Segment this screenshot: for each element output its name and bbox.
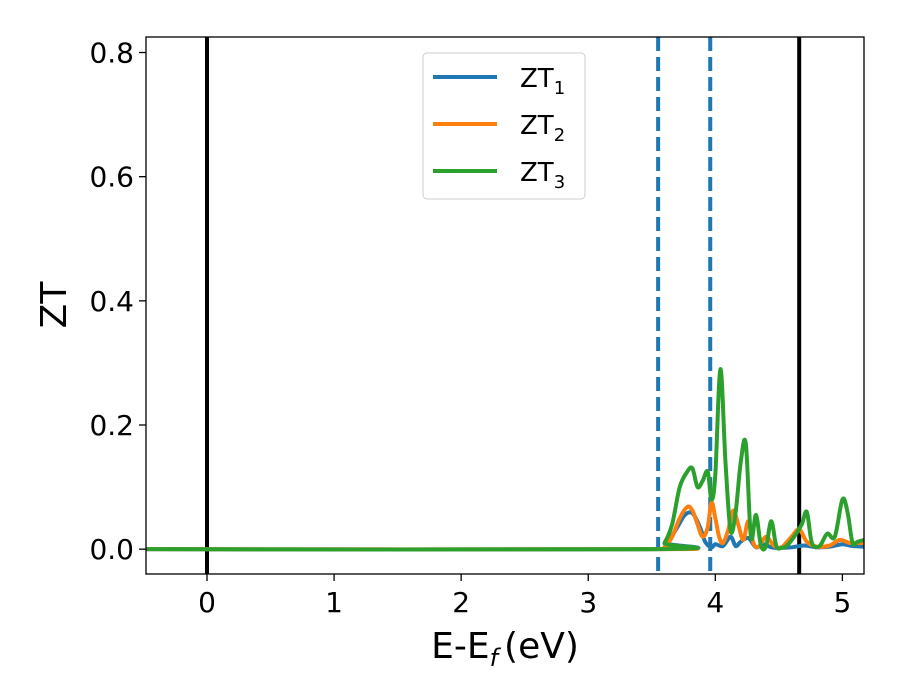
y-tick-label: 0.8 <box>89 37 134 70</box>
y-tick-label: 0.0 <box>89 533 134 566</box>
x-axis: 0 1 2 3 4 5 <box>198 574 851 619</box>
series-layer <box>146 367 864 552</box>
x-axis-title-unit: (eV) <box>504 626 579 667</box>
x-tick-label: 2 <box>452 586 470 619</box>
plot-frame <box>145 36 865 575</box>
series-line-zt3 <box>146 367 864 552</box>
x-axis-title-subscript: f <box>490 644 502 672</box>
x-tick-label: 5 <box>833 586 851 619</box>
y-axis-title: ZT <box>34 281 75 329</box>
legend-label-zt2: ZT2 <box>520 111 565 146</box>
x-tick-label: 0 <box>198 586 216 619</box>
y-axis: 0.0 0.2 0.4 0.6 0.8 <box>89 37 146 566</box>
x-tick-label: 3 <box>579 586 597 619</box>
x-axis-title: E-Ef (eV) <box>431 626 579 672</box>
y-tick-label: 0.2 <box>89 409 134 442</box>
y-tick-label: 0.4 <box>89 285 134 318</box>
y-tick-label: 0.6 <box>89 161 134 194</box>
legend-label-zt3: ZT3 <box>520 158 565 193</box>
legend-frame <box>422 52 586 200</box>
x-axis-title-main: E-E <box>431 626 489 667</box>
x-tick-label: 1 <box>325 586 343 619</box>
legend: ZT1 ZT2 ZT3 <box>422 52 586 200</box>
legend-label-zt1: ZT1 <box>520 64 565 99</box>
x-tick-label: 4 <box>706 586 724 619</box>
